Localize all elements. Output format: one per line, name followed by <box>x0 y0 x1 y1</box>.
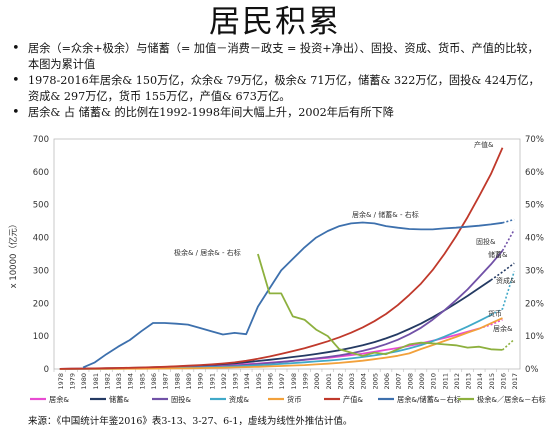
x-tick-label: 2004 <box>360 373 368 390</box>
legend-label: 产值& <box>343 395 363 404</box>
series-line-3 <box>59 250 504 370</box>
x-tick-label: 1998 <box>290 373 298 390</box>
x-tick-label: 1980 <box>80 373 88 390</box>
legend-label: 居余& <box>49 395 69 404</box>
x-tick-label: 1985 <box>138 373 146 390</box>
y-tick-label: 0 <box>44 365 49 375</box>
series-annotation: 固投& <box>476 237 496 246</box>
series-line-6 <box>59 147 504 370</box>
x-tick-label: 2000 <box>313 373 321 390</box>
series-annotation: 资成& <box>496 276 516 285</box>
x-tick-label: 2008 <box>406 373 414 390</box>
x-tick-label: 1987 <box>162 373 170 390</box>
x-tick-label: 2012 <box>453 373 461 390</box>
x-tick-label: 2014 <box>476 373 484 390</box>
y-tick-label: 700 <box>33 135 49 145</box>
y2-tick-label: 40% <box>525 234 544 244</box>
y-axis-label: x 10000（亿元） <box>8 220 19 289</box>
legend-label: 储蓄& <box>109 395 129 404</box>
y2-tick-label: 60% <box>525 168 544 178</box>
bullet-3: 居余& 占 储蓄& 的比例在1992-1998年间大幅上升，2002年后有所下降 <box>6 105 546 121</box>
x-tick-label: 1995 <box>255 373 263 390</box>
series-projection-7 <box>502 218 515 224</box>
series-annotation: 产值& <box>474 140 494 149</box>
bullet-1: 居余（=众余+极余）与储蓄（= 加值－消费－政支 = 投资+净出）、固投、资成、… <box>6 41 546 72</box>
y-tick-label: 400 <box>33 234 49 244</box>
x-tick-label: 1996 <box>267 373 275 390</box>
series-annotation: 居余& / 储蓄& - 右标 <box>352 210 419 219</box>
y2-tick-label: 10% <box>525 332 544 342</box>
x-tick-label: 1982 <box>103 373 111 390</box>
series-projection-4 <box>490 271 515 316</box>
x-tick-label: 1978 <box>57 373 65 390</box>
x-tick-label: 1992 <box>220 373 228 390</box>
legend-label: 固投& <box>171 395 191 404</box>
x-tick-label: 1994 <box>243 373 251 390</box>
bullet-2: 1978-2016年居余& 150万亿，众余& 79万亿，极余& 71万亿，储蓄… <box>6 73 546 104</box>
series-annotation: 储蓄& <box>488 250 508 259</box>
slide-title: 居民积累 <box>209 4 341 40</box>
series-annotation: 极余& / 居余& - 右标 <box>174 248 241 257</box>
x-tick-label: 1999 <box>301 373 309 390</box>
x-tick-label: 1997 <box>278 373 286 390</box>
x-tick-label: 2015 <box>488 373 496 390</box>
x-tick-label: 2006 <box>383 373 391 390</box>
series-line-8 <box>257 253 503 357</box>
x-tick-label: 1986 <box>150 373 158 390</box>
series-projection-2 <box>490 262 515 281</box>
line-chart: 0 100 200 300 400 500 600 700 0% 10% 20% 30% 40% 50% 6… <box>8 135 546 404</box>
y2-tick-label: 70% <box>525 135 544 145</box>
legend-label: 资成& <box>229 395 249 404</box>
legend-label: 居余&/储蓄&－右标 <box>397 395 461 404</box>
x-tick-label: 2016 <box>500 373 508 390</box>
y-tick-label: 100 <box>33 332 49 342</box>
x-tick-label: 2003 <box>348 373 356 390</box>
x-tick-label: 2011 <box>441 373 449 390</box>
bullet-list: 居余（=众余+极余）与储蓄（= 加值－消费－政支 = 投资+净出）、固投、资成、… <box>6 41 546 122</box>
x-tick-label: 2002 <box>336 373 344 390</box>
y2-tick-label: 20% <box>525 299 544 309</box>
x-tick-label: 1984 <box>127 373 135 390</box>
y-tick-label: 200 <box>33 299 49 309</box>
series-annotation: 居余& <box>493 324 513 333</box>
x-tick-label: 1993 <box>232 373 240 390</box>
y2-tick-label: 0% <box>525 365 539 375</box>
source-note: 来源：《中国统计年鉴2016》表3-13、3-27、6-1，虚线为线性外推估计值… <box>28 416 353 427</box>
y-tick-label: 300 <box>33 266 49 276</box>
x-tick-label: 2017 <box>511 373 519 390</box>
x-tick-label: 1988 <box>173 373 181 390</box>
series-line-7 <box>82 221 503 369</box>
x-tick-label: 1991 <box>208 373 216 390</box>
x-tick-label: 2013 <box>465 373 473 390</box>
x-tick-label: 2005 <box>371 373 379 390</box>
x-tick-label: 1990 <box>197 373 205 390</box>
y2-tick-label: 50% <box>525 201 544 211</box>
x-tick-label: 2001 <box>325 373 333 390</box>
x-tick-label: 1981 <box>92 373 100 390</box>
x-tick-label: 2010 <box>430 373 438 390</box>
y-tick-label: 500 <box>33 201 49 211</box>
series-line-5 <box>59 317 503 370</box>
legend-label: 极余&／居余&－右标 <box>477 395 546 404</box>
series-annotation: 货币 <box>488 309 502 318</box>
x-tick-label: 1983 <box>115 373 123 390</box>
x-tick-label: 1979 <box>68 373 76 390</box>
y-tick-label: 600 <box>33 168 49 178</box>
y2-tick-label: 30% <box>525 266 544 276</box>
x-tick-label: 1989 <box>185 373 193 390</box>
x-tick-label: 2007 <box>395 373 403 390</box>
x-tick-label: 2009 <box>418 373 426 390</box>
series-projection-8 <box>501 338 515 351</box>
series-projection-3 <box>501 229 515 252</box>
legend-label: 货币 <box>287 395 301 404</box>
